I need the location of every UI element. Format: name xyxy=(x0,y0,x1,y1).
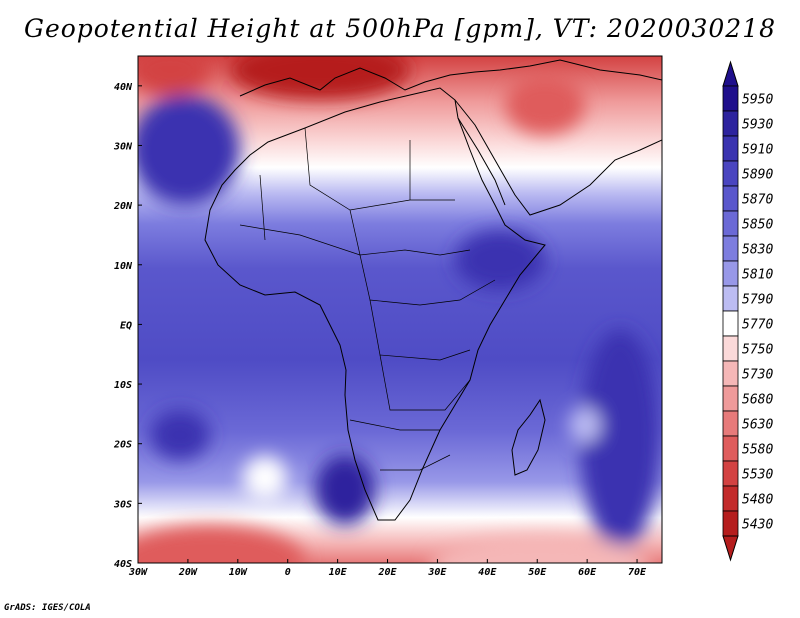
colorbar-swatch xyxy=(722,260,739,287)
lat-tick-label: 20N xyxy=(113,201,133,212)
colorbar-swatch xyxy=(722,485,739,512)
arabia-coastline xyxy=(454,99,662,216)
colorbar-level-label: 5790 xyxy=(742,293,773,308)
colorbar-swatch xyxy=(722,160,739,187)
lat-tick-label: 30N xyxy=(113,141,133,152)
colorbar-swatch xyxy=(722,360,739,387)
colorbar-swatch xyxy=(722,510,739,537)
plot-frame xyxy=(137,55,663,564)
colorbar-swatch xyxy=(722,285,739,312)
trough-northwest xyxy=(138,56,210,95)
lon-tick-label: 50E xyxy=(528,567,547,578)
colorbar-swatch xyxy=(722,460,739,487)
colorbar-min-arrow xyxy=(722,535,739,562)
latitude-axis: 40N 30N 20N 10N EQ 10S 20S 30S 40S xyxy=(113,82,142,570)
colorbar-level-label: 5890 xyxy=(742,168,773,183)
coastlines xyxy=(204,59,662,521)
map-title: Geopotential Height at 500hPa [gpm], VT:… xyxy=(23,14,777,43)
colorbar-level-label: 5530 xyxy=(742,468,773,483)
lon-tick-label: 10W xyxy=(229,567,248,578)
colorbar-swatch xyxy=(722,310,739,337)
colorbar-level-label: 5830 xyxy=(742,243,773,258)
trough-mediterranean xyxy=(230,56,410,100)
colorbar-level-label: 5680 xyxy=(742,393,773,408)
lat-tick-label: 10S xyxy=(114,380,132,391)
colorbar-level-label: 5910 xyxy=(742,143,773,158)
weak-low-madagascar xyxy=(569,407,601,443)
lon-tick-label: 0 xyxy=(285,567,291,578)
lon-tick-label: 60E xyxy=(578,567,597,578)
trough-south-indian xyxy=(430,535,650,563)
high-indian-ocean xyxy=(580,330,660,550)
lon-tick-label: 20W xyxy=(178,567,198,578)
lon-tick-label: 30W xyxy=(128,567,148,578)
colorbar-level-label: 5850 xyxy=(742,218,773,233)
lat-tick-label: 20S xyxy=(113,440,132,451)
colorbar-level-label: 5810 xyxy=(742,268,773,283)
colorbar-level-label: 5870 xyxy=(742,193,773,208)
cutoff-low-atlantic xyxy=(243,456,287,500)
high-south-africa xyxy=(315,455,375,525)
lat-tick-label: 40N xyxy=(114,82,133,93)
lon-tick-label: 30E xyxy=(427,567,447,578)
colorbar-level-label: 5430 xyxy=(742,518,773,533)
colorbar-max-arrow xyxy=(722,60,739,87)
lat-tick-label: 30S xyxy=(113,499,132,510)
colorbar-level-label: 5630 xyxy=(742,418,773,433)
colorbar-level-label: 5730 xyxy=(742,368,773,383)
ridge-atlantic xyxy=(138,95,240,205)
trough-south-atlantic xyxy=(138,525,305,563)
high-horn-of-africa xyxy=(455,230,545,290)
lon-tick-label: 70E xyxy=(628,567,647,578)
map-plot-area xyxy=(138,56,662,563)
europe-coastline xyxy=(239,59,662,97)
lon-tick-label: 10E xyxy=(329,567,348,578)
colorbar-swatch xyxy=(722,185,739,212)
colorbar-level-label: 5950 xyxy=(742,93,773,108)
colorbar-level-label: 5770 xyxy=(742,318,773,333)
colorbar-swatch xyxy=(722,435,739,462)
colorbar-level-label: 5930 xyxy=(742,118,773,133)
longitude-axis: 30W 20W 10W 0 10E 20E 30E 40E 50E 60E 70E xyxy=(128,559,647,578)
colorbar-level-label: 5580 xyxy=(742,443,773,458)
height-field-features xyxy=(138,56,660,563)
colorbar-swatch xyxy=(722,385,739,412)
red-sea xyxy=(457,117,506,206)
colorbar-swatch xyxy=(722,335,739,362)
lon-tick-label: 40E xyxy=(478,567,497,578)
lat-tick-label: 10N xyxy=(114,261,133,272)
colorbar: 5950 5930 5910 5890 5870 5850 5830 5810 5790 5770… xyxy=(722,60,773,562)
colorbar-swatch xyxy=(722,235,739,262)
grads-credit: GrADS: IGES/COLA xyxy=(4,603,91,613)
colorbar-swatch xyxy=(722,210,739,237)
colorbar-swatch xyxy=(722,85,739,112)
colorbar-level-label: 5750 xyxy=(742,343,773,358)
lat-tick-label: EQ xyxy=(120,320,132,331)
madagascar-coastline xyxy=(511,398,546,476)
high-south-atlantic xyxy=(150,410,210,460)
colorbar-level-label: 5480 xyxy=(742,493,773,508)
trough-middle-east xyxy=(505,75,585,135)
lat-tick-label: 40S xyxy=(114,559,132,570)
country-borders xyxy=(239,127,496,471)
colorbar-swatch xyxy=(722,410,739,437)
colorbar-swatch xyxy=(722,110,739,137)
lon-tick-label: 20E xyxy=(377,567,397,578)
colorbar-swatch xyxy=(722,135,739,162)
